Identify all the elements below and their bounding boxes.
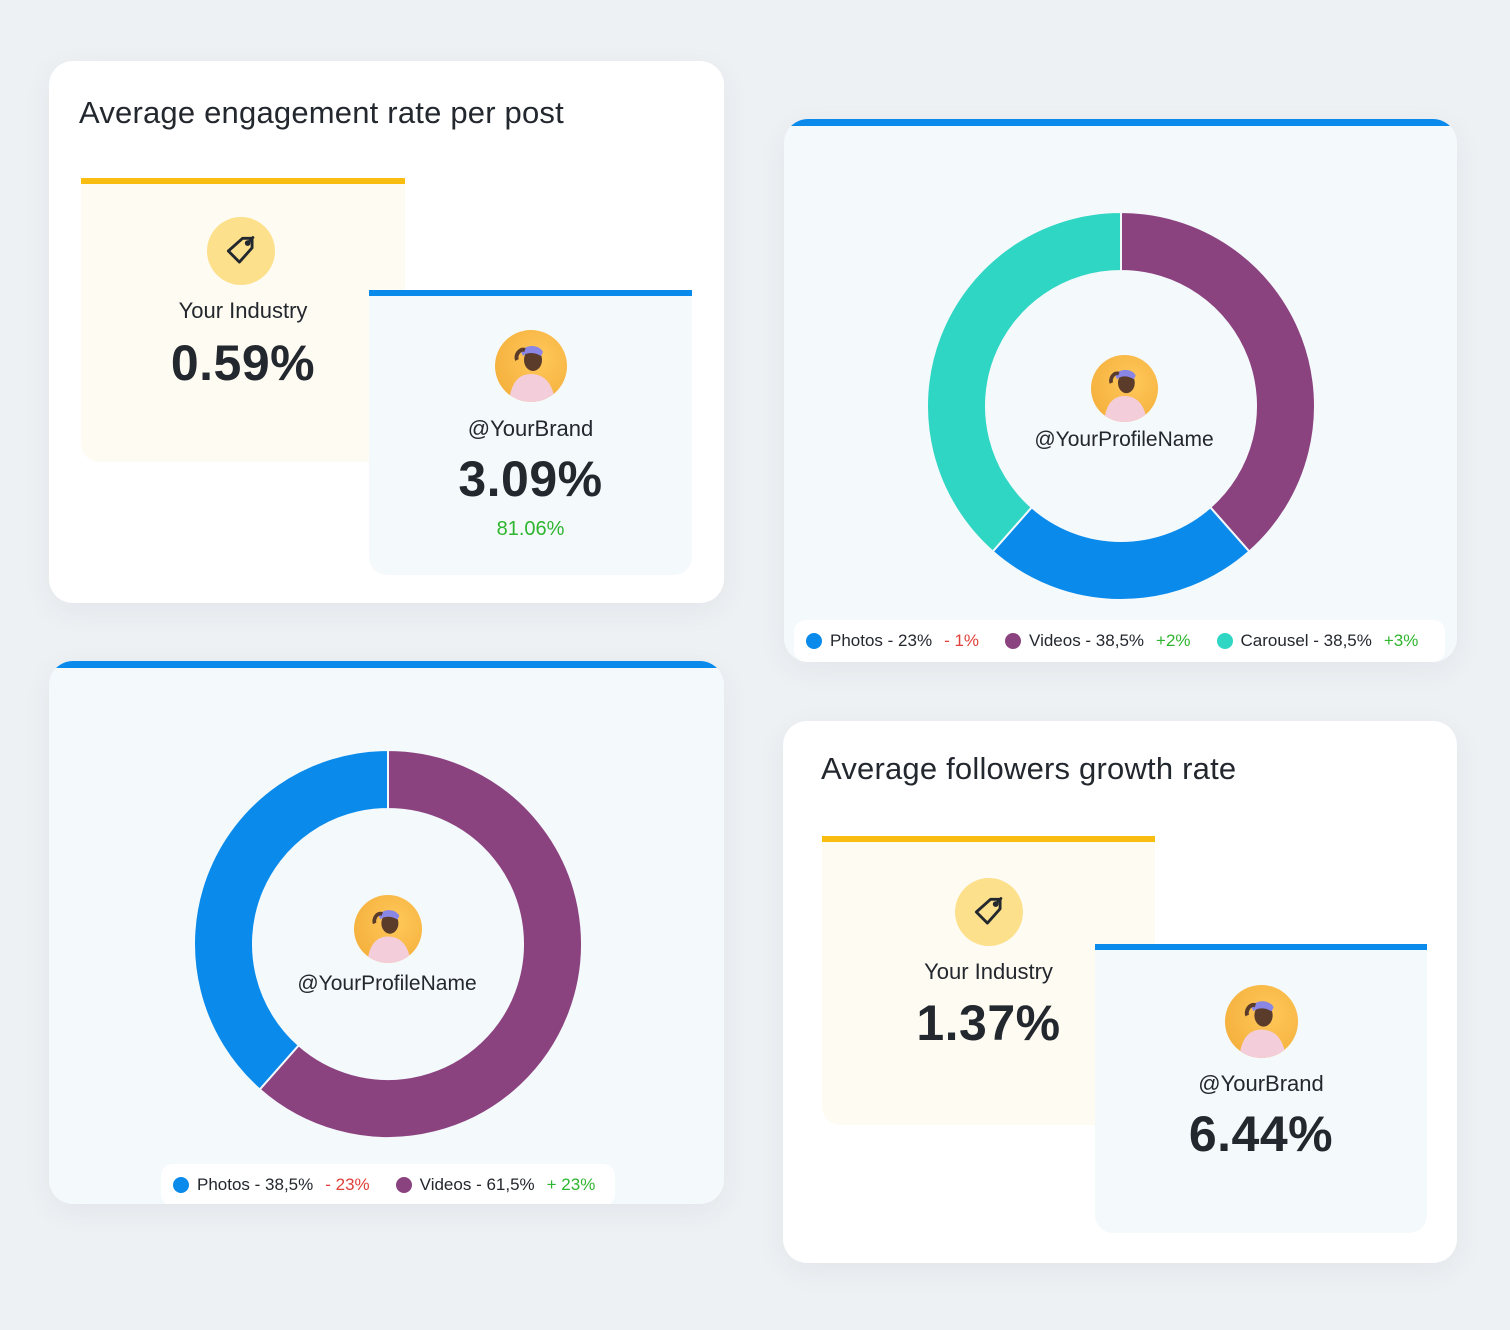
card-title: Average engagement rate per post <box>79 95 564 130</box>
industry-value: 0.59% <box>170 335 316 391</box>
legend-delta: - 1% <box>944 631 980 650</box>
brand-box: @YourBrand 3.09% 81.06% <box>369 290 692 575</box>
tag-icon-badge <box>207 217 275 285</box>
engagement-rate-card: Average engagement rate per post Your In… <box>49 61 724 603</box>
person-avatar-icon <box>509 346 555 402</box>
legend-label: Photos - 38,5% <box>197 1175 314 1194</box>
legend-item-videos[interactable]: Videos - 38,5% +2% <box>1005 631 1191 651</box>
person-avatar-icon <box>1104 369 1147 422</box>
brand-box: @YourBrand 6.44% <box>1095 944 1427 1233</box>
card-accent-bar <box>49 661 724 668</box>
brand-delta: 81.06% <box>496 518 565 540</box>
legend-delta: +3% <box>1383 631 1419 650</box>
legend-item-videos[interactable]: Videos - 61,5% + 23% <box>395 1175 596 1195</box>
brand-avatar <box>1225 985 1298 1058</box>
industry-label: Your Industry <box>924 959 1053 984</box>
legend-item-photos[interactable]: Photos - 38,5% - 23% <box>173 1175 370 1195</box>
legend-label: Carousel - 38,5% <box>1240 631 1372 650</box>
legend-delta: + 23% <box>546 1175 596 1194</box>
profile-name: @YourProfileName <box>297 972 477 995</box>
legend-item-photos[interactable]: Photos - 23% - 1% <box>806 631 979 651</box>
followers-growth-card: Average followers growth rate Your Indus… <box>783 721 1457 1263</box>
legend-delta: - 23% <box>325 1175 370 1194</box>
brand-label: @YourBrand <box>467 416 594 441</box>
legend-label: Videos - 61,5% <box>419 1175 535 1194</box>
legend-dot-icon <box>173 1177 189 1193</box>
person-avatar-icon <box>1239 1001 1286 1058</box>
card-title: Average followers growth rate <box>821 751 1237 786</box>
donut-slice-photos[interactable] <box>193 748 389 1091</box>
profile-avatar <box>1091 355 1158 422</box>
legend-item-carousel[interactable]: Carousel - 38,5% +3% <box>1216 631 1419 651</box>
profile-name: @YourProfileName <box>1034 428 1214 451</box>
legend-dot-icon <box>1216 633 1233 649</box>
brand-label: @YourBrand <box>1198 1071 1324 1096</box>
industry-value: 1.37% <box>916 995 1061 1051</box>
content-mix-chart-card-2: @YourProfileName Photos - 38,5% - 23% Vide… <box>49 661 724 1204</box>
donut-slice-carousel[interactable] <box>926 210 1122 553</box>
donut-slice-videos[interactable] <box>258 748 583 1139</box>
tag-icon <box>226 236 255 264</box>
industry-label: Your Industry <box>178 298 308 323</box>
tag-icon <box>974 897 1003 925</box>
donut-slice-photos[interactable] <box>991 505 1251 601</box>
legend-dot-icon <box>1005 633 1022 649</box>
chart-legend: Photos - 23% - 1% Videos - 38,5% +2% Carouse… <box>794 620 1445 662</box>
person-avatar-icon <box>367 910 411 963</box>
industry-box: Your Industry 0.59% <box>81 178 405 462</box>
brand-value: 3.09% <box>458 451 603 507</box>
donut-slice-videos[interactable] <box>1120 210 1316 553</box>
legend-label: Photos - 23% <box>830 631 933 650</box>
legend-dot-icon <box>395 1177 412 1193</box>
legend-label: Videos - 38,5% <box>1029 631 1145 650</box>
legend-delta: +2% <box>1156 631 1191 650</box>
brand-value: 6.44% <box>1188 1106 1334 1162</box>
donut-chart <box>926 210 1316 601</box>
content-mix-chart-card-1: @YourProfileName Photos - 23% - 1% Videos … <box>784 119 1457 662</box>
legend-dot-icon <box>806 633 822 649</box>
chart-legend: Photos - 38,5% - 23% Videos - 61,5% + 23% <box>161 1164 615 1204</box>
card-accent-bar <box>784 119 1457 126</box>
profile-avatar <box>354 895 422 963</box>
tag-icon-badge <box>955 878 1023 946</box>
brand-avatar <box>495 330 567 402</box>
donut-chart <box>193 748 583 1139</box>
